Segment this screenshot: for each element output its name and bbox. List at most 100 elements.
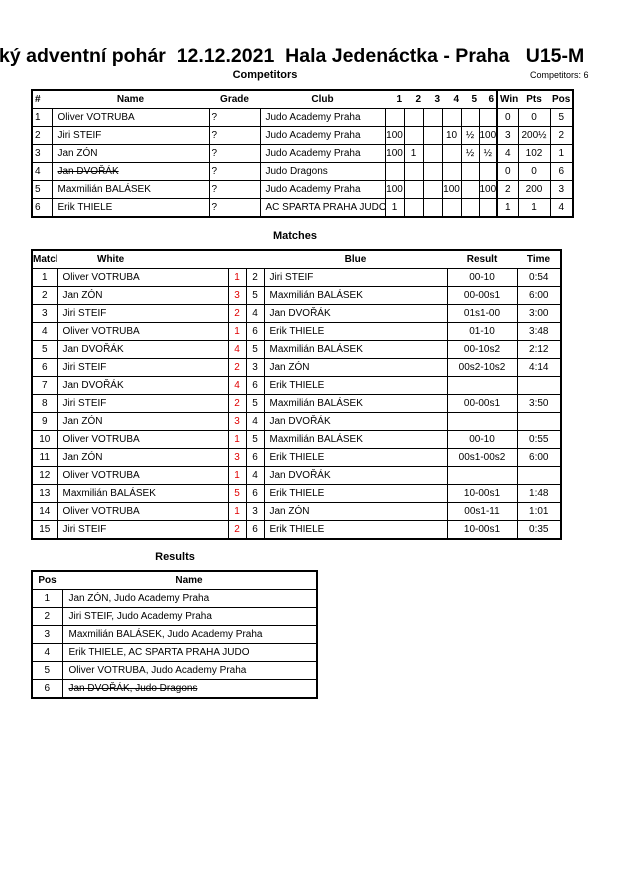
blue-competitor: Erik THIELE [263,520,448,540]
results-table: Pos Name 1 Jan ZÓN, Judo Academy Praha 2 Ji… [31,570,318,699]
match-time: 3:00 [516,304,562,323]
competitor-name: Jan ZÓN [51,144,210,163]
competitor-number: 5 [31,180,53,199]
blue-number: 6 [245,520,265,540]
score-cell [478,162,498,181]
score-cell [384,162,405,181]
white-competitor: Oliver VOTRUBA [56,430,229,449]
blue-competitor: Jan ZÓN [263,358,448,377]
score-cell: ½ [460,126,480,145]
white-competitor: Jiri STEIF [56,520,229,540]
white-number: 1 [227,322,247,341]
competitor-club: Judo Academy Praha [259,108,386,127]
white-number: 3 [227,448,247,467]
competitor-grade: ? [208,162,261,181]
match-time: 0:55 [516,430,562,449]
competitor-name: Maxmilián BALÁSEK [51,180,210,199]
competitor-position: 1 [549,144,574,163]
header-result: Result [466,254,498,265]
match-number: 3 [31,304,58,323]
white-number: 3 [227,412,247,431]
blue-competitor: Jiri STEIF [263,268,448,287]
white-number: 2 [227,304,247,323]
competitor-row: 3 Jan ZÓN? Judo Academy Praha 100 1 ½ ½ 4 102 1 [31,144,574,163]
competitor-club: AC SPARTA PRAHA JUDO [259,198,386,218]
white-number: 2 [227,394,247,413]
header-club: Club [311,94,334,105]
match-row: 1 Oliver VOTRUBA 1 2 Jiri STEIF 00-10 0:54 [31,268,562,287]
blue-competitor: Jan DVOŘÁK [263,412,448,431]
match-time: 4:14 [516,358,562,377]
white-competitor: Oliver VOTRUBA [56,466,229,485]
match-result: 00-00s1 [446,286,518,305]
competitor-number: 1 [31,108,53,127]
white-number: 2 [227,358,247,377]
score-cell [422,198,443,218]
competitor-points: 200 [517,180,551,199]
match-row: 3 Jiri STEIF 2 4 Jan DVOŘÁK 01s1-00 3:00 [31,304,562,323]
header-blue: Blue [344,254,367,265]
header-pos: Pos [38,575,57,586]
blue-number: 3 [245,502,265,521]
competitor-grade: ? [208,180,261,199]
match-result: 00-10s2 [446,340,518,359]
header-2: 2 [415,94,421,105]
blue-number: 5 [245,286,265,305]
competitor-club: Judo Academy Praha [259,126,386,145]
score-cell: ½ [478,144,498,163]
score-cell [422,108,443,127]
competitor-name: Oliver VOTRUBA [51,108,210,127]
competitor-row: 4 Jan DVOŘÁK? Judo Dragons 0 0 6 [31,162,574,181]
match-number: 6 [31,358,58,377]
match-result [446,466,518,485]
blue-number: 6 [245,484,265,503]
white-number: 1 [227,466,247,485]
score-cell: 1 [384,198,405,218]
blue-competitor: Maxmilián BALÁSEK [263,286,448,305]
match-result: 00-00s1 [446,394,518,413]
score-cell: 100 [384,180,405,199]
match-row: 8 Jiri STEIF 2 5 Maxmilián BALÁSEK 00-00s1 3:5… [31,394,562,413]
competitor-row: 6 Erik THIELE? AC SPARTA PRAHA JUDO 1 1 1 4 [31,198,574,218]
competitor-name: Jan DVOŘÁK [51,162,210,181]
score-cell [422,162,443,181]
result-position: 4 [31,643,63,662]
white-competitor: Oliver VOTRUBA [56,502,229,521]
competitor-name: Erik THIELE [51,198,210,218]
header-grade: Grade [220,94,249,105]
competitor-number: 6 [31,198,53,218]
match-time: 1:01 [516,502,562,521]
match-number: 15 [31,520,58,540]
match-row: 10 Oliver VOTRUBA 1 5 Maxmilián BALÁSEK 00-10… [31,430,562,449]
match-result: 10-00s1 [446,520,518,540]
match-row: 4 Oliver VOTRUBA 1 6 Erik THIELE 01-10 3:48 [31,322,562,341]
result-name: Maxmilián BALÁSEK, Judo Academy Praha [61,625,318,644]
blue-number: 5 [245,394,265,413]
match-time: 1:48 [516,484,562,503]
page-title: ký adventní pohár 12.12.2021 Hala Jedená… [0,45,585,67]
competitor-name: Jiri STEIF [51,126,210,145]
competitor-points: 102 [517,144,551,163]
competitor-wins: 0 [496,108,519,127]
result-position: 3 [31,625,63,644]
match-time: 3:50 [516,394,562,413]
score-cell [460,108,480,127]
header-6: 6 [488,94,494,105]
result-row: 2 Jiri STEIF, Judo Academy Praha [31,607,318,626]
header-name: Name [116,94,145,105]
header-pos: Pos [552,94,571,105]
white-number: 5 [227,484,247,503]
result-row: 3 Maxmilián BALÁSEK, Judo Academy Praha [31,625,318,644]
competitor-grade: ? [208,108,261,127]
score-cell [441,108,462,127]
match-row: 7 Jan DVOŘÁK 4 6 Erik THIELE [31,376,562,395]
match-time [516,466,562,485]
header-num: # [35,94,41,105]
competitor-row: 5 Maxmilián BALÁSEK? Judo Academy Praha 100… [31,180,574,199]
match-number: 1 [31,268,58,287]
competitor-wins: 4 [496,144,519,163]
result-name: Erik THIELE, AC SPARTA PRAHA JUDO [61,643,318,662]
score-cell: 10 [441,126,462,145]
competitor-wins: 0 [496,162,519,181]
